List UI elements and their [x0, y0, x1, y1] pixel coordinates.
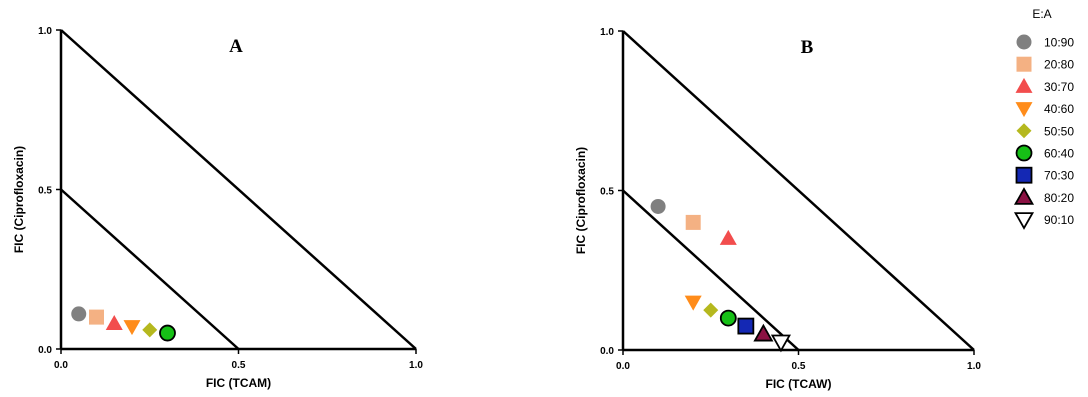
data-point — [684, 295, 702, 311]
legend-label: 40:60 — [1044, 102, 1074, 116]
y-axis-label: FIC (Ciprofloxacin) — [12, 146, 26, 253]
data-point — [142, 322, 158, 338]
legend-marker — [1015, 166, 1033, 184]
data-point — [105, 314, 123, 330]
legend-marker — [1013, 212, 1035, 230]
y-tick-label: 0.5 — [38, 186, 52, 197]
panel-label: A — [229, 36, 243, 57]
y-tick-label: 1.0 — [600, 27, 614, 38]
legend-label: 60:40 — [1044, 147, 1074, 161]
data-point — [685, 214, 701, 230]
chart-panel-a: 0.0 0.5 1.0 0.0 0.5 1.0 FIC (TCAM) FIC (Ciprofl… — [12, 26, 423, 390]
legend-label: 70:30 — [1044, 169, 1074, 183]
legend-marker — [1015, 102, 1033, 118]
x-tick-label: 0.5 — [232, 360, 246, 371]
x-tick-label: 1.0 — [967, 361, 981, 372]
data-point — [123, 320, 141, 336]
legend-marker — [1016, 34, 1032, 50]
isobole-line — [622, 189, 800, 351]
legend-marker — [1016, 123, 1032, 139]
legend-label: 80:20 — [1044, 191, 1074, 205]
x-tick-label: 0.0 — [54, 360, 68, 371]
legend-item: 90:10 — [1013, 212, 1074, 230]
chart-panel-b: 0.0 0.5 1.0 0.0 0.5 1.0 FIC (TCAW) FIC (Ciprofl… — [574, 27, 981, 391]
y-tick-label: 0.0 — [38, 345, 52, 356]
isobole-line — [622, 30, 975, 351]
data-point — [719, 309, 737, 327]
legend-item: 70:30 — [1015, 166, 1074, 184]
legend-label: 10:90 — [1044, 36, 1074, 50]
data-point — [753, 323, 774, 342]
x-tick-label: 1.0 — [409, 360, 423, 371]
data-point — [770, 334, 791, 353]
x-axis-label: FIC (TCAM) — [206, 376, 271, 390]
y-tick-label: 0.5 — [600, 187, 614, 198]
data-point — [737, 317, 755, 335]
legend-marker — [1013, 187, 1035, 205]
x-axis-label: FIC (TCAW) — [766, 377, 832, 391]
legend: E:A 10:90 20:80 30:70 40:60 50:50 60:40 70:30 8… — [1013, 7, 1074, 230]
data-point — [71, 306, 87, 322]
legend-item: 30:70 — [1015, 77, 1074, 94]
data-point — [159, 324, 176, 342]
legend-item: 20:80 — [1016, 56, 1074, 72]
data-point — [719, 229, 737, 245]
y-tick-label: 0.0 — [600, 346, 614, 357]
legend-item: 60:40 — [1015, 144, 1074, 162]
x-tick-label: 0.0 — [616, 361, 630, 372]
legend-label: 20:80 — [1044, 58, 1074, 72]
y-tick-label: 1.0 — [38, 26, 52, 37]
y-axis-label: FIC (Ciprofloxacin) — [574, 147, 588, 254]
legend-item: 50:50 — [1016, 123, 1074, 139]
isobole-line — [60, 29, 417, 350]
isobole-line — [60, 188, 240, 350]
legend-label: 50:50 — [1044, 124, 1074, 138]
data-point — [703, 302, 719, 318]
data-point — [650, 198, 666, 214]
legend-label: 30:70 — [1044, 80, 1074, 94]
legend-label: 90:10 — [1044, 213, 1074, 227]
legend-item: 10:90 — [1016, 34, 1074, 50]
legend-item: 40:60 — [1015, 102, 1074, 118]
legend-title: E:A — [1032, 7, 1051, 21]
legend-marker — [1015, 77, 1033, 93]
legend-marker — [1016, 56, 1032, 72]
legend-marker — [1015, 144, 1033, 162]
data-point — [89, 309, 104, 325]
panel-label: B — [801, 37, 814, 58]
x-tick-label: 0.5 — [792, 361, 806, 372]
legend-item: 80:20 — [1013, 187, 1074, 205]
